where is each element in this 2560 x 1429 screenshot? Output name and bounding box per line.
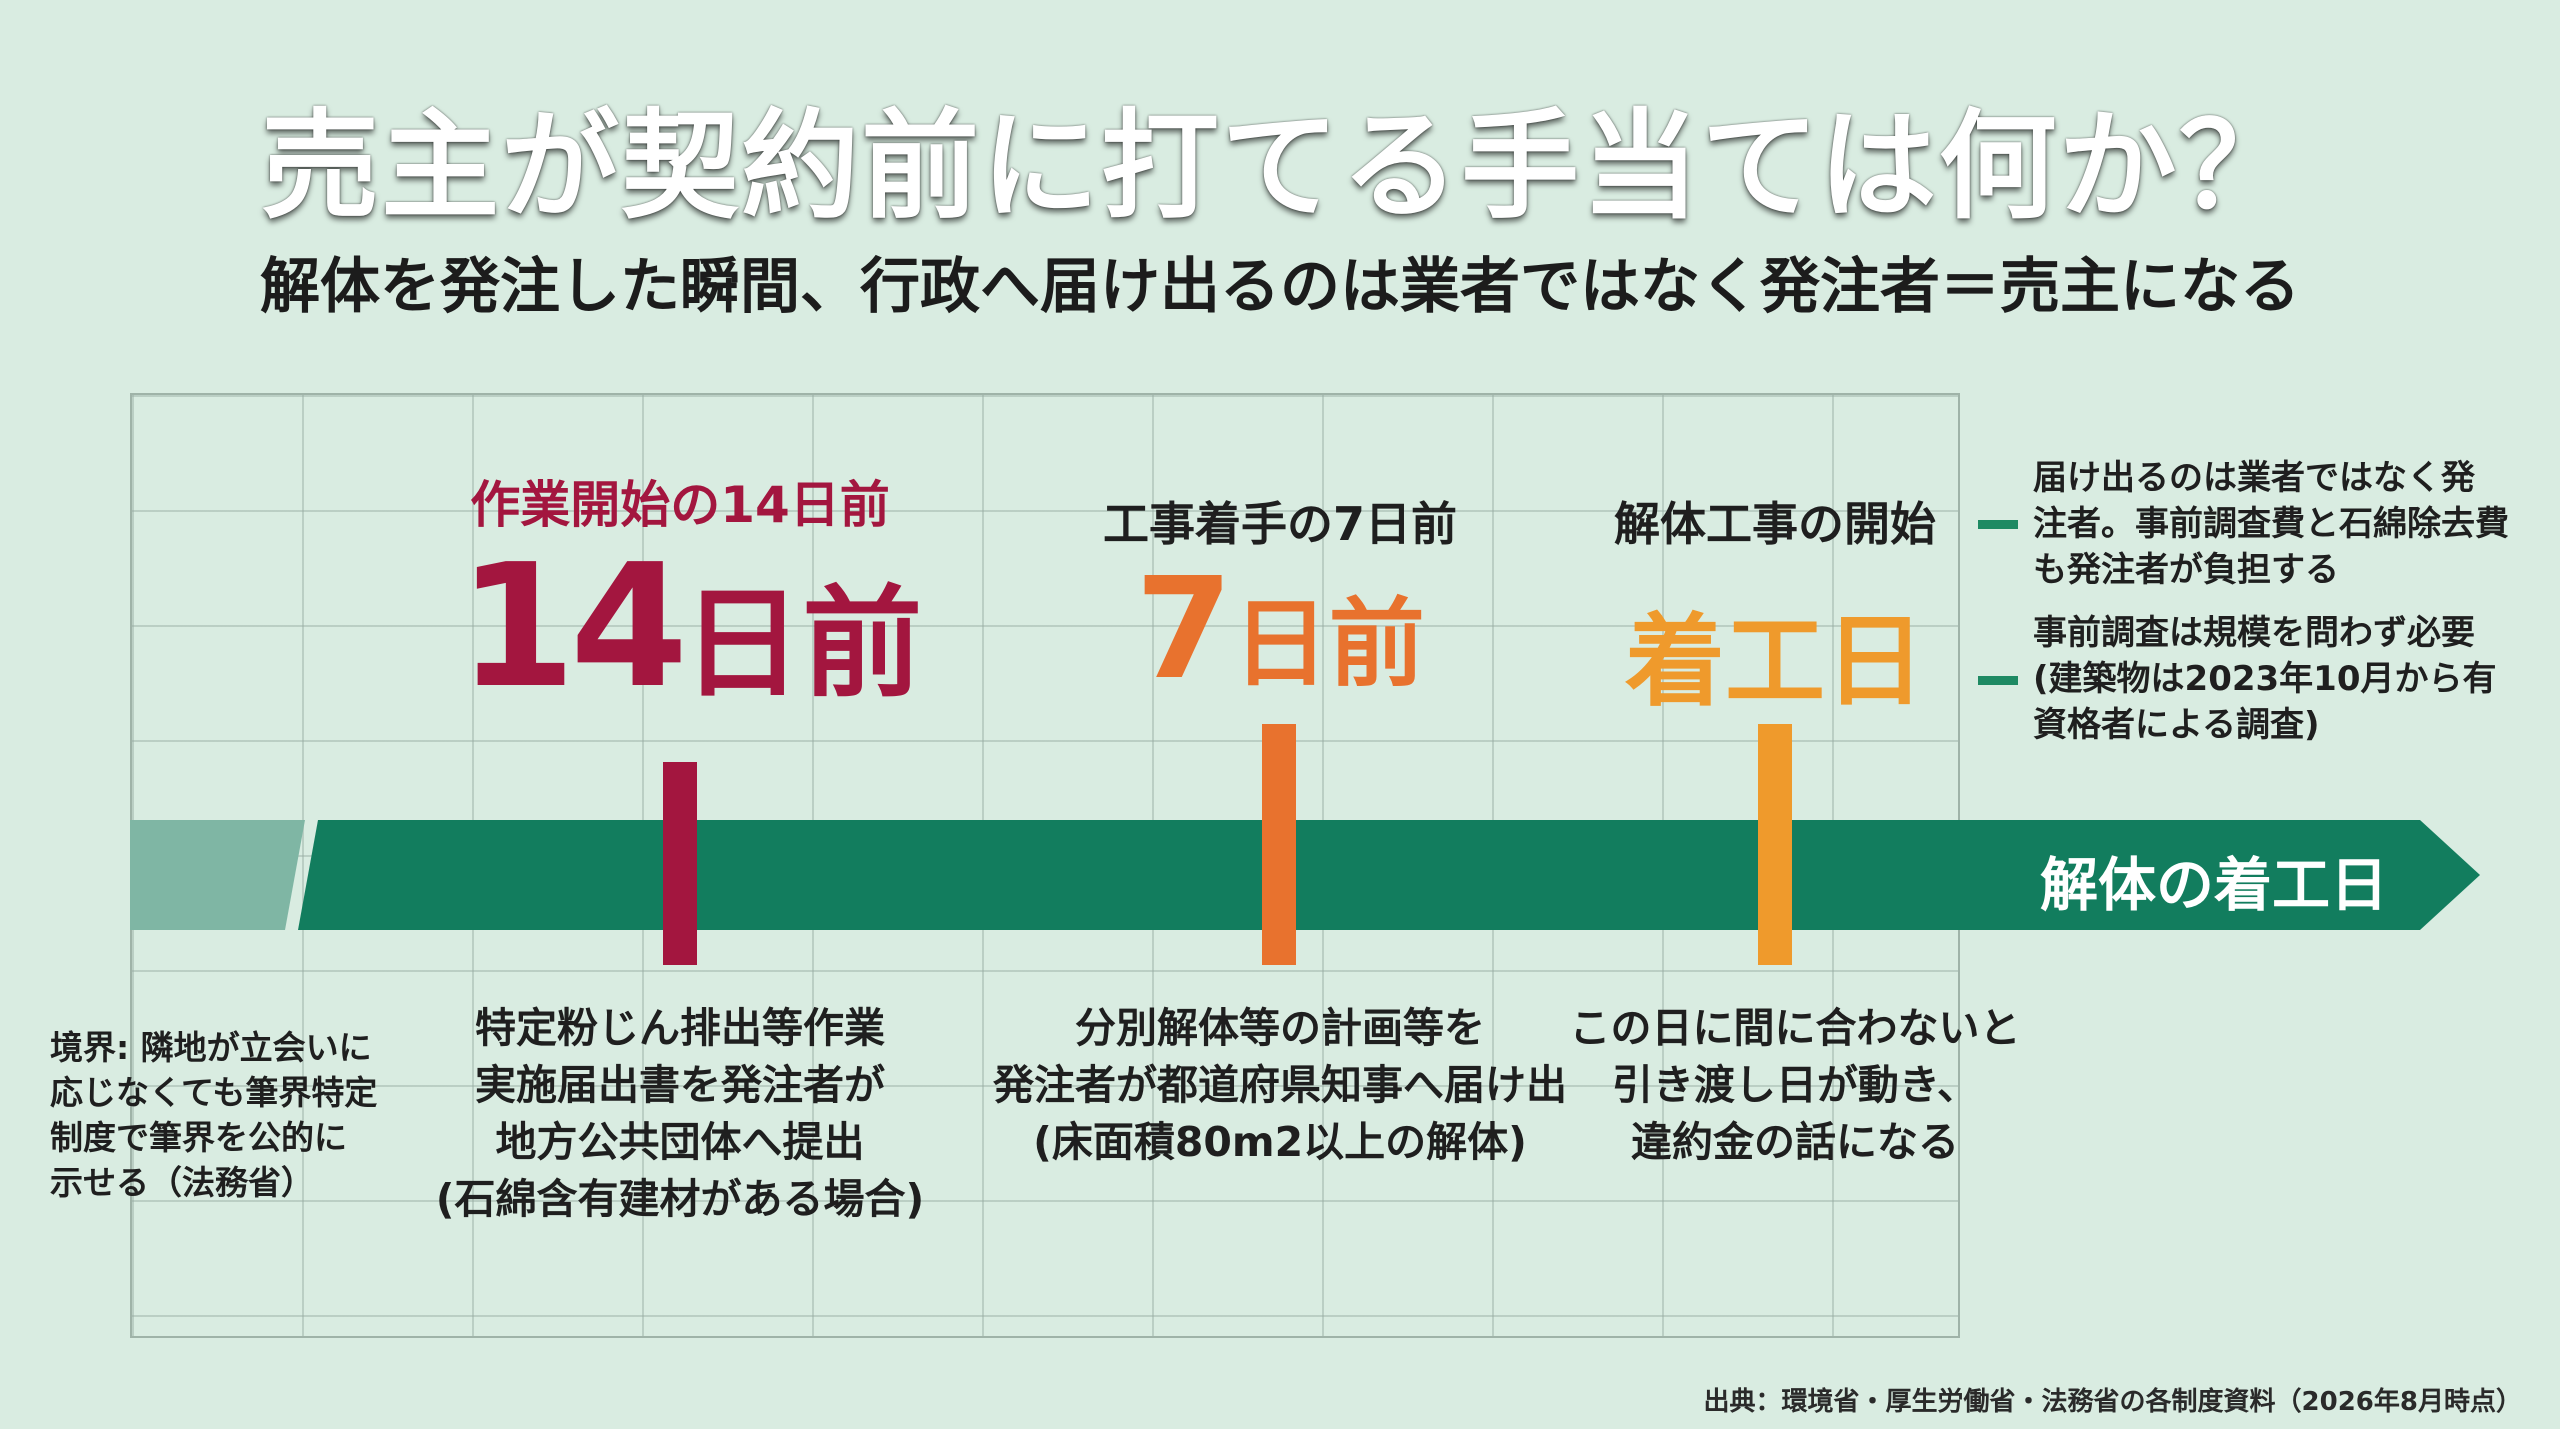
- timeline-arrow: [298, 820, 2480, 930]
- milestone-label-7-days: 工事着手の7日前: [1102, 497, 1457, 551]
- source-citation: 出典：環境省・厚生労働省・法務省の各制度資料（2026年8月時点）: [1703, 1387, 2522, 1417]
- note-payer: 届け出るのは業者ではなく発 注者。事前調査費と石綿除去費 も発注者が負担する: [2033, 458, 2509, 590]
- tick-14-days: [663, 762, 697, 965]
- tick-start-day: [1758, 724, 1792, 965]
- milestone-big-7-days: 7日前: [1080, 548, 1480, 711]
- milestone-label-start: 解体工事の開始: [1614, 497, 1936, 551]
- boundary-note: 境界: 隣地が立会いに 応じなくても筆界特定 制度で筆界を公的に 示せる（法務省…: [50, 1028, 378, 1202]
- note-dash-2: [1978, 676, 2018, 685]
- milestone-desc-7-days: 分別解体等の計画等を 発注者が都道府県知事へ届け出 (床面積80m2以上の解体): [993, 1004, 1567, 1166]
- milestone-desc-start: この日に間に合わないと 引き渡し日が動き、 違約金の話になる: [1569, 1004, 2021, 1166]
- tick-7-days: [1262, 724, 1296, 965]
- note-survey: 事前調査は規模を問わず必要 (建築物は2023年10月から有 資格者による調査): [2033, 613, 2497, 745]
- page-subtitle: 解体を発注した瞬間、行政へ届け出るのは業者ではなく発注者＝売主になる: [260, 252, 2300, 322]
- milestone-desc-14-days: 特定粉じん排出等作業 実施届出書を発注者が 地方公共団体へ提出 (石綿含有建材が…: [435, 1004, 925, 1223]
- big-suffix-7: 日前: [1232, 588, 1425, 700]
- note-dash-1: [1978, 520, 2018, 529]
- big-number-7: 7: [1135, 548, 1233, 711]
- page-title: 売主が契約前に打てる手当ては何か？: [261, 97, 2299, 235]
- timeline-label: 解体の着工日: [2040, 851, 2389, 919]
- timeline-faded-segment: [130, 820, 305, 930]
- milestone-big-14-days: 14日前: [410, 528, 970, 726]
- big-suffix-14: 日前: [682, 575, 923, 714]
- milestone-big-start: 着工日: [1625, 603, 1925, 720]
- big-number-14: 14: [457, 528, 689, 726]
- milestone-label-14-days: 作業開始の14日前: [470, 476, 890, 534]
